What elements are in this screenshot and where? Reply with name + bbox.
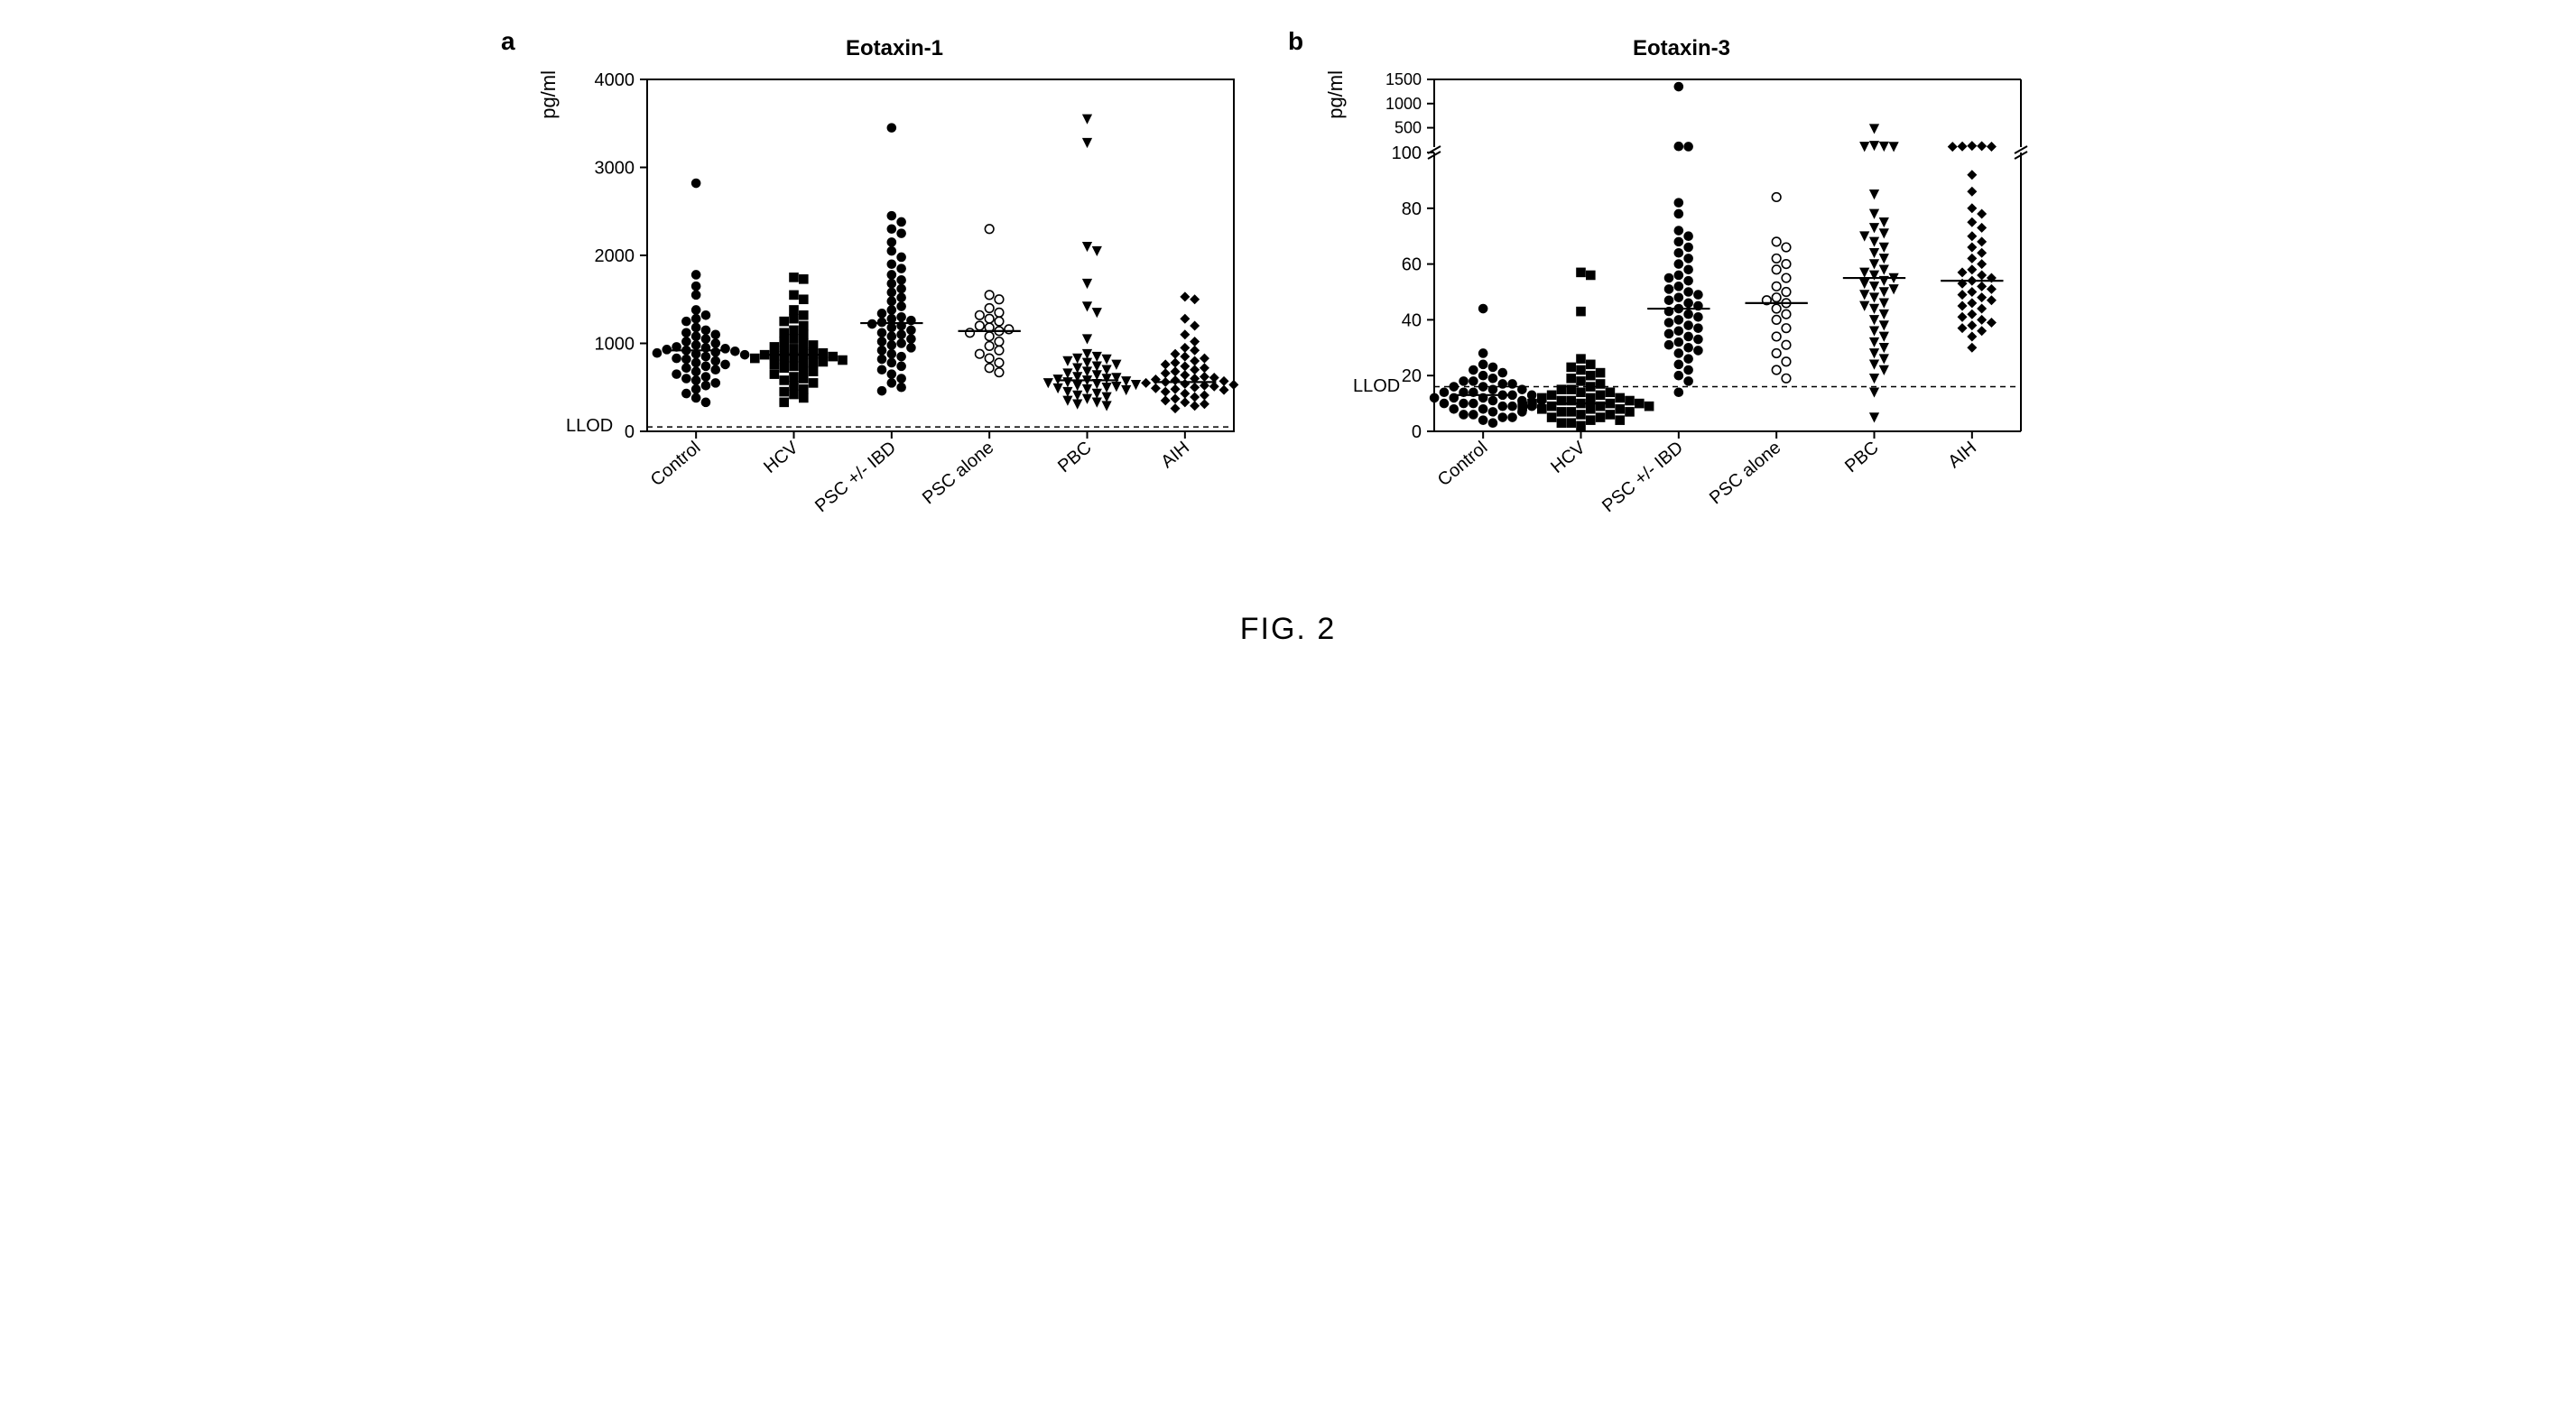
svg-text:PSC +/- IBD: PSC +/- IBD: [811, 438, 900, 516]
svg-text:PSC +/- IBD: PSC +/- IBD: [1598, 438, 1687, 516]
panel-a-title: Eotaxin-1: [537, 36, 1252, 61]
panel-b-svg: 0 20 40 60 80 100 500 1000 1500 Control HCVPSC +/-…: [1353, 70, 2039, 576]
svg-text:60: 60: [1402, 255, 1422, 275]
svg-text:Control: Control: [1434, 438, 1492, 490]
figure-caption: FIG. 2: [1240, 612, 1336, 647]
svg-text:40: 40: [1402, 310, 1422, 330]
panel-b-ylabel: pg/ml: [1324, 70, 1348, 173]
panel-a: a Eotaxin-1 pg/ml LLOD 01000200030004000…: [537, 36, 1252, 576]
panels-row: a Eotaxin-1 pg/ml LLOD 01000200030004000…: [36, 36, 2540, 576]
svg-text:HCV: HCV: [1547, 438, 1589, 477]
svg-text:80: 80: [1402, 199, 1422, 219]
svg-text:20: 20: [1402, 366, 1422, 386]
panel-b-label: b: [1288, 27, 1303, 56]
panel-b-plot-holder: LLOD 02040608010050010001500ControlHCVPS…: [1353, 70, 2039, 576]
svg-text:1000: 1000: [1385, 95, 1422, 113]
panel-a-plot-holder: LLOD 0 1000 2000 3000 4000 Control HCVPSC +/- …: [566, 70, 1252, 576]
svg-text:0: 0: [1412, 422, 1422, 442]
panel-b-chart-wrap: pg/ml LLOD 0 20 40 60 80 100 500 1000 1500 Contro…: [1324, 70, 2039, 576]
panel-a-label: a: [501, 27, 515, 56]
svg-text:0: 0: [625, 422, 635, 442]
panel-b: b Eotaxin-3 pg/ml LLOD 02040608010050010…: [1324, 36, 2039, 576]
panel-a-llod-label: LLOD: [566, 416, 613, 437]
panel-a-chart-wrap: pg/ml LLOD 01000200030004000ControlHCVPS…: [537, 70, 1252, 576]
svg-text:1500: 1500: [1385, 70, 1422, 88]
svg-text:AIH: AIH: [1944, 438, 1980, 472]
panel-b-llod-label: LLOD: [1353, 376, 1400, 397]
svg-text:AIH: AIH: [1157, 438, 1193, 472]
svg-text:3000: 3000: [595, 159, 635, 179]
svg-text:PBC: PBC: [1841, 438, 1883, 476]
panel-a-svg: 0 1000 2000 3000 4000 Control HCVPSC +/- IBD PS…: [566, 70, 1252, 576]
figure-container: a Eotaxin-1 pg/ml LLOD 01000200030004000…: [36, 36, 2540, 647]
panel-b-title: Eotaxin-3: [1324, 36, 2039, 61]
svg-text:PSC alone: PSC alone: [1706, 438, 1784, 508]
svg-text:1000: 1000: [595, 335, 635, 355]
panel-a-ylabel: pg/ml: [537, 70, 561, 173]
svg-text:PSC alone: PSC alone: [919, 438, 997, 508]
svg-text:100: 100: [1392, 143, 1422, 163]
svg-text:PBC: PBC: [1054, 438, 1096, 476]
svg-text:2000: 2000: [595, 246, 635, 266]
svg-text:500: 500: [1395, 119, 1422, 137]
svg-text:Control: Control: [647, 438, 705, 490]
svg-text:HCV: HCV: [760, 438, 802, 477]
svg-text:4000: 4000: [595, 70, 635, 90]
